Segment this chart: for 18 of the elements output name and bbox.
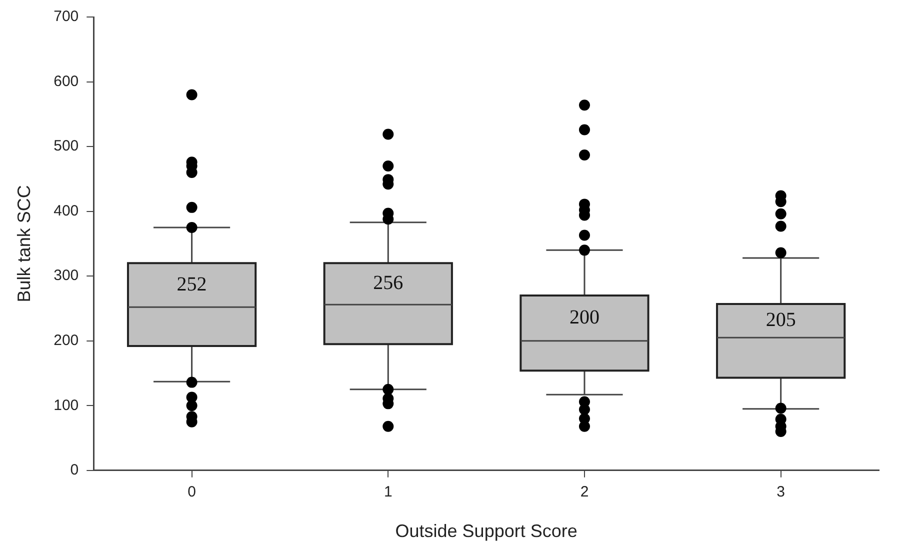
y-tick-label: 500 [54, 138, 79, 155]
y-tick-label: 200 [54, 332, 79, 349]
y-tick-label: 100 [54, 396, 79, 414]
y-tick-label: 300 [54, 267, 79, 284]
text: 200 [569, 306, 600, 328]
text: 256 [373, 272, 404, 294]
x-tick-label: 2 [580, 484, 589, 501]
x-axis-title: Outside Support Score [395, 521, 578, 542]
text: 205 [766, 309, 796, 332]
y-axis-title: Bulk tank SCC [14, 185, 34, 302]
text: 252 [176, 273, 207, 296]
x-tick-label: 3 [776, 484, 785, 501]
y-tick-label: 700 [54, 8, 79, 26]
y-tick-label: 400 [54, 202, 79, 220]
x-tick-label: 1 [384, 484, 392, 501]
y-tick-label: 0 [70, 462, 79, 479]
y-tick-label: 600 [54, 72, 79, 90]
x-tick-label: 0 [188, 484, 196, 501]
